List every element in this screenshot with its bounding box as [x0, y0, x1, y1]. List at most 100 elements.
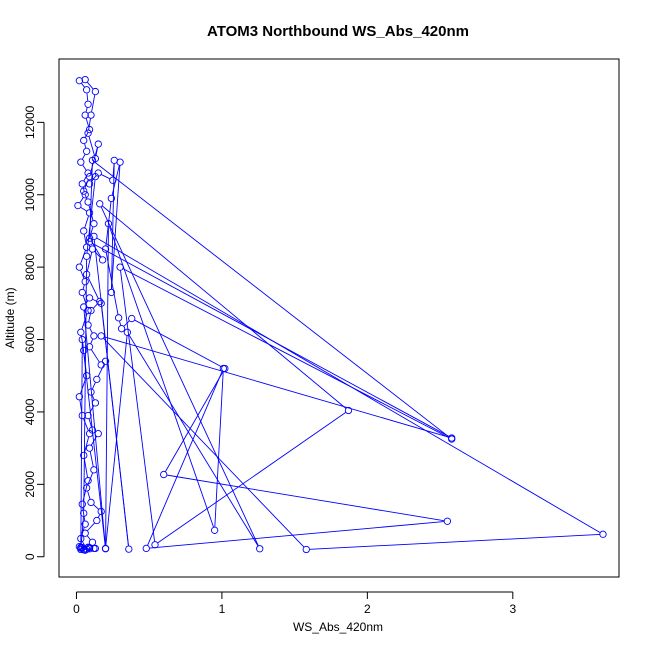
- series-segment: [84, 143, 87, 149]
- data-point: [109, 176, 117, 184]
- series-segment: [79, 197, 84, 203]
- series-segment: [109, 226, 214, 528]
- data-point: [93, 375, 101, 384]
- y-tick-label: 0: [23, 553, 37, 560]
- series-segment: [81, 83, 85, 88]
- x-tick-label: 2: [364, 602, 371, 616]
- y-tick-label: 10000: [23, 178, 37, 212]
- series-segment: [93, 303, 98, 309]
- data-point: [90, 466, 98, 474]
- data-point: [114, 314, 123, 322]
- data-point: [80, 227, 88, 235]
- data-point: [80, 187, 88, 195]
- series-segment: [147, 371, 223, 546]
- data-point: [94, 169, 102, 177]
- data-point: [101, 357, 110, 365]
- data-point: [91, 399, 100, 407]
- series-segment: [89, 451, 94, 467]
- data-point: [80, 346, 88, 355]
- series-segment: [80, 378, 86, 394]
- data-point: [85, 343, 94, 351]
- data-point: [151, 541, 159, 549]
- series-segment: [128, 335, 259, 547]
- series-segment: [86, 252, 93, 272]
- data-point: [443, 517, 452, 525]
- data-point: [84, 306, 92, 315]
- y-tick-label: 4000: [23, 398, 37, 425]
- data-point: [81, 191, 89, 199]
- series-segment: [87, 472, 94, 485]
- series-segment: [105, 227, 109, 545]
- data-point: [256, 545, 264, 553]
- data-point: [80, 451, 88, 460]
- data-point: [77, 328, 85, 336]
- data-point: [82, 252, 91, 260]
- data-point: [84, 169, 92, 177]
- series-segment: [101, 174, 110, 180]
- data-point: [84, 321, 92, 329]
- data-point: [82, 270, 91, 279]
- series-segment: [94, 162, 450, 438]
- series-segment: [82, 342, 106, 546]
- data-point: [88, 426, 97, 434]
- x-tick-label: 3: [509, 602, 516, 616]
- data-point: [75, 263, 84, 271]
- data-point: [88, 245, 97, 253]
- data-point: [90, 232, 98, 241]
- data-point: [85, 125, 94, 134]
- data-point: [75, 393, 84, 401]
- series-segment: [104, 336, 449, 438]
- series-segment: [134, 319, 222, 368]
- series-segment: [88, 118, 91, 130]
- data-point: [80, 303, 88, 311]
- series-segment: [92, 382, 96, 390]
- y-axis: 0 2000 4000 6000 8000 10000 12000: [23, 105, 45, 560]
- data-point: [91, 544, 100, 553]
- data-point: [117, 325, 126, 333]
- data-point: [94, 430, 102, 438]
- series-segment: [84, 132, 89, 138]
- data-point: [219, 364, 228, 373]
- data-point: [80, 136, 88, 145]
- data-point: [90, 220, 98, 228]
- series-segment: [82, 154, 86, 160]
- data-point: [78, 335, 86, 344]
- series-segment: [103, 338, 305, 548]
- data-point: [78, 500, 86, 508]
- data-point: [123, 328, 132, 336]
- series-segment: [111, 165, 121, 290]
- series-segment: [83, 234, 87, 244]
- plot-frame: [58, 58, 620, 578]
- data-point: [74, 201, 82, 210]
- series-segment: [80, 207, 87, 212]
- data-point: [125, 545, 133, 553]
- series-segment: [100, 206, 259, 546]
- data-point: [82, 484, 91, 492]
- data-point: [77, 545, 85, 554]
- data-point: [78, 180, 86, 188]
- series-segment: [80, 343, 83, 544]
- series-segment: [90, 226, 94, 235]
- x-axis-label: WS_Abs_420nm: [293, 620, 383, 634]
- data-point: [87, 388, 95, 396]
- series-segment: [87, 522, 95, 531]
- series-segment: [88, 418, 92, 427]
- series-layer: [74, 75, 607, 554]
- data-point: [81, 529, 89, 537]
- data-point: [344, 406, 353, 415]
- series-segment: [91, 395, 95, 400]
- data-point: [84, 129, 92, 137]
- series-segment: [87, 277, 99, 299]
- data-point: [82, 147, 91, 155]
- data-point: [116, 263, 124, 271]
- data-point: [80, 509, 88, 517]
- data-point: [84, 100, 92, 108]
- data-point: [107, 288, 116, 297]
- series-segment: [82, 164, 87, 171]
- data-point: [85, 180, 94, 188]
- series-segment: [165, 371, 224, 472]
- data-point: [97, 332, 105, 340]
- series-segment: [101, 306, 129, 546]
- series-segment: [88, 313, 91, 322]
- data-point: [98, 256, 107, 264]
